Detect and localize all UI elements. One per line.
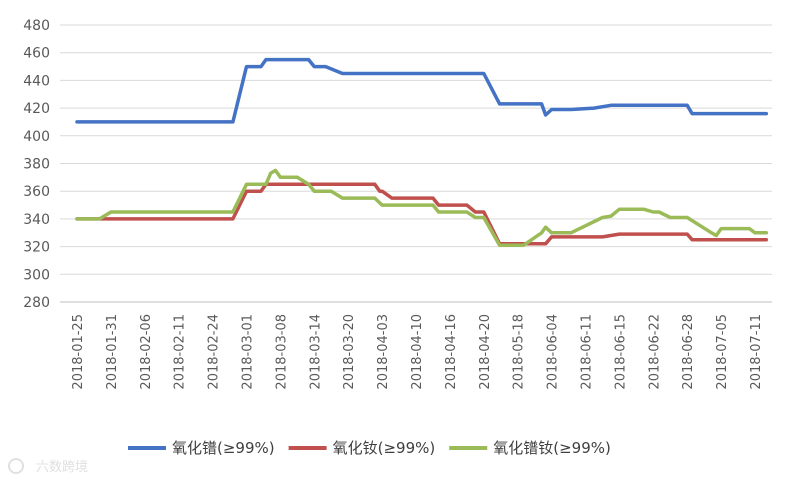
y-tick-label: 280 [23, 295, 50, 311]
series-line-2 [75, 182, 769, 246]
y-tick-label: 360 [23, 184, 50, 200]
x-tick-label: 2018-02-24 [207, 314, 222, 390]
y-tick-label: 400 [23, 129, 50, 145]
legend-label-2: 氧化钕(≥99%) [333, 439, 436, 457]
watermark-text: 六数跨境 [36, 460, 88, 475]
y-tick-label: 340 [23, 212, 50, 228]
x-tick-label: 2018-04-20 [478, 314, 493, 390]
x-tick-label: 2018-07-05 [715, 314, 730, 390]
x-tick-label: 2018-04-16 [444, 314, 459, 390]
y-tick-label: 300 [23, 267, 50, 283]
x-tick-label: 2018-04-03 [376, 314, 391, 390]
x-tick-label: 2018-06-28 [681, 314, 696, 390]
x-tick-label: 2018-03-20 [342, 314, 357, 390]
y-tick-label: 480 [23, 18, 50, 34]
x-tick-label: 2018-03-14 [308, 314, 323, 390]
legend-label-3: 氧化镨钕(≥99%) [493, 439, 611, 457]
y-tick-label: 420 [23, 101, 50, 117]
series-lines [75, 57, 769, 247]
y-axis-ticks: 280 300 320 340 360 380 400 420 440 460 480 [23, 18, 50, 311]
x-tick-label: 2018-01-25 [71, 314, 86, 390]
y-tick-label: 440 [23, 73, 50, 89]
series-line-3 [75, 168, 769, 247]
watermark: 六数跨境 [8, 458, 88, 475]
series-line-1 [75, 57, 769, 124]
x-tick-label: 2018-03-01 [240, 314, 255, 390]
x-axis-ticks: 2018-01-25 2018-01-31 2018-02-06 2018-02-11… [71, 314, 764, 390]
x-tick-label: 2018-01-31 [105, 314, 120, 390]
y-tick-label: 460 [23, 46, 50, 62]
x-tick-label: 2018-06-04 [546, 314, 561, 390]
x-tick-label: 2018-04-10 [410, 314, 425, 390]
legend-label-1: 氧化镨(≥99%) [172, 439, 275, 457]
x-tick-label: 2018-06-11 [580, 314, 595, 390]
x-tick-label: 2018-02-11 [173, 314, 188, 390]
x-tick-label: 2018-02-06 [139, 314, 154, 390]
x-tick-label: 2018-07-11 [749, 314, 764, 390]
watermark-logo-icon [8, 458, 24, 474]
x-tick-label: 2018-05-18 [512, 314, 527, 390]
legend: 氧化镨(≥99%) 氧化钕(≥99%) 氧化镨钕(≥99%) [128, 439, 611, 457]
x-tick-label: 2018-03-08 [274, 314, 289, 390]
y-tick-label: 380 [23, 157, 50, 173]
gridlines [60, 24, 772, 275]
x-tick-label: 2018-06-15 [613, 314, 628, 390]
y-tick-label: 320 [23, 240, 50, 256]
x-tick-label: 2018-06-22 [647, 314, 662, 390]
